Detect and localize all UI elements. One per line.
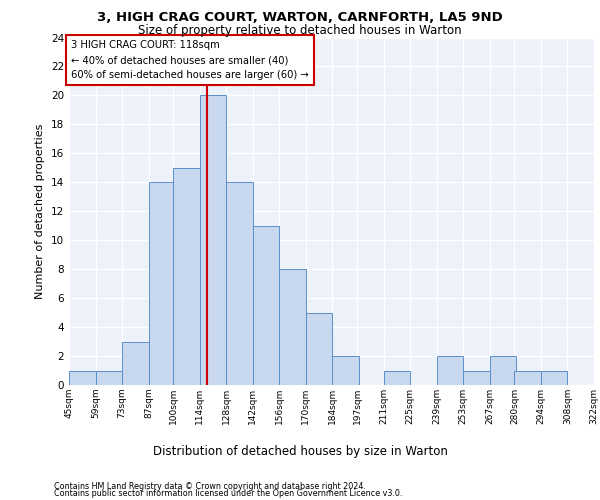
Text: Size of property relative to detached houses in Warton: Size of property relative to detached ho… <box>138 24 462 37</box>
Bar <box>280 269 306 385</box>
Text: 3 HIGH CRAG COURT: 118sqm
← 40% of detached houses are smaller (40)
60% of semi-: 3 HIGH CRAG COURT: 118sqm ← 40% of detac… <box>71 40 308 80</box>
Bar <box>541 370 568 385</box>
Text: Contains public sector information licensed under the Open Government Licence v3: Contains public sector information licen… <box>54 489 403 498</box>
Bar <box>200 96 226 385</box>
Bar <box>306 312 332 385</box>
Bar <box>149 182 175 385</box>
Text: Contains HM Land Registry data © Crown copyright and database right 2024.: Contains HM Land Registry data © Crown c… <box>54 482 366 491</box>
Bar <box>69 370 95 385</box>
Bar <box>463 370 490 385</box>
Bar <box>253 226 280 385</box>
Bar <box>332 356 359 385</box>
Bar <box>383 370 410 385</box>
Bar <box>490 356 516 385</box>
Bar <box>95 370 122 385</box>
Bar <box>226 182 253 385</box>
Y-axis label: Number of detached properties: Number of detached properties <box>35 124 46 299</box>
Bar <box>437 356 463 385</box>
Bar <box>122 342 149 385</box>
Bar <box>514 370 541 385</box>
Bar <box>173 168 200 385</box>
Text: Distribution of detached houses by size in Warton: Distribution of detached houses by size … <box>152 444 448 458</box>
Text: 3, HIGH CRAG COURT, WARTON, CARNFORTH, LA5 9ND: 3, HIGH CRAG COURT, WARTON, CARNFORTH, L… <box>97 11 503 24</box>
